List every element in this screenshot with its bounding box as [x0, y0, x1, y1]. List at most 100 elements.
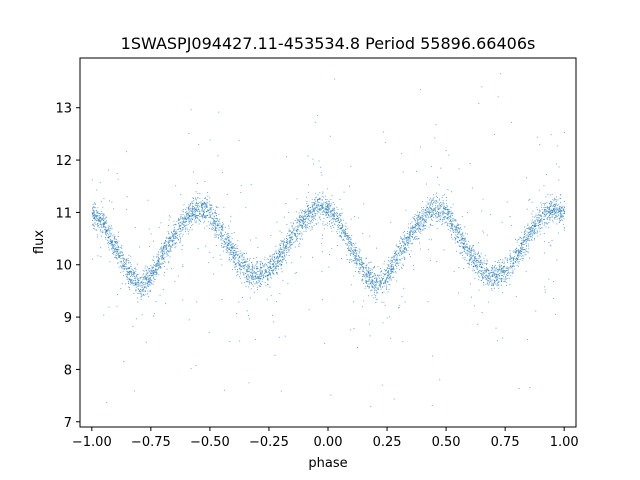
data-point: [220, 235, 222, 236]
data-point: [275, 251, 277, 253]
data-point: [427, 209, 429, 211]
data-point: [430, 224, 431, 226]
data-point: [523, 240, 525, 241]
data-point: [399, 259, 401, 261]
data-point: [166, 268, 168, 270]
data-point: [245, 262, 247, 263]
data-point: [417, 220, 419, 222]
data-point: [373, 287, 375, 289]
data-point: [514, 252, 516, 253]
data-point: [346, 233, 348, 234]
data-point: [192, 223, 194, 225]
data-point: [216, 231, 217, 233]
data-point: [326, 208, 328, 210]
data-point: [293, 228, 295, 230]
data-point: [509, 250, 511, 252]
data-point: [147, 283, 148, 284]
data-point: [304, 215, 305, 217]
data-point: [229, 252, 231, 254]
data-point: [500, 270, 502, 272]
data-point: [558, 208, 560, 210]
data-point: [418, 229, 420, 231]
data-point: [268, 258, 270, 260]
data-point: [521, 248, 523, 249]
data-point: [292, 222, 294, 224]
data-point: [261, 266, 263, 268]
data-point: [184, 225, 185, 227]
data-point: [196, 209, 198, 211]
data-point: [374, 286, 376, 287]
data-point: [356, 250, 358, 252]
data-point: [519, 236, 521, 238]
data-point: [258, 274, 260, 276]
data-point: [332, 226, 334, 228]
data-point: [396, 250, 398, 251]
data-point: [325, 204, 327, 206]
data-point: [323, 207, 325, 209]
data-point: [561, 220, 563, 221]
data-point: [458, 236, 460, 238]
data-point: [370, 284, 372, 286]
data-point: [459, 242, 461, 244]
data-point: [409, 230, 411, 232]
data-point: [350, 237, 352, 239]
data-point: [291, 235, 293, 237]
data-point: [466, 250, 468, 252]
data-point: [168, 242, 170, 243]
data-point: [490, 284, 492, 286]
data-point: [162, 248, 164, 250]
data-point: [394, 255, 396, 256]
data-point: [312, 216, 314, 218]
data-point: [200, 210, 202, 212]
data-point: [244, 258, 246, 260]
data-point: [161, 249, 163, 251]
data-point: [376, 274, 378, 276]
data-point: [421, 217, 423, 218]
data-point: [103, 224, 105, 226]
data-point: [299, 221, 301, 223]
data-point: [339, 221, 341, 222]
data-point: [488, 283, 490, 285]
data-point: [280, 251, 282, 253]
data-point: [131, 282, 133, 284]
data-point: [132, 270, 134, 272]
data-point: [473, 248, 475, 250]
data-point: [356, 264, 358, 266]
data-point: [164, 241, 166, 243]
data-point: [290, 241, 292, 243]
data-point: [516, 257, 518, 259]
data-point: [179, 241, 181, 243]
data-point: [368, 286, 369, 288]
data-point: [426, 207, 428, 209]
data-point: [484, 276, 486, 277]
data-point: [427, 211, 428, 213]
data-point: [387, 268, 389, 270]
data-point: [322, 192, 324, 194]
data-point: [557, 214, 559, 216]
data-point: [337, 215, 338, 217]
data-point: [231, 259, 232, 261]
data-point: [395, 251, 397, 253]
data-point: [332, 218, 334, 220]
data-point: [349, 260, 351, 262]
data-point: [369, 280, 371, 282]
data-point: [282, 258, 284, 260]
data-point: [283, 252, 285, 254]
data-point: [362, 271, 364, 272]
data-point: [229, 260, 231, 262]
data-point: [560, 207, 562, 209]
data-point: [279, 256, 280, 258]
data-point: [347, 248, 348, 249]
data-point: [328, 200, 330, 202]
data-point: [187, 213, 189, 215]
data-point: [262, 274, 264, 276]
data-point: [525, 248, 527, 250]
data-point: [446, 213, 448, 215]
data-point: [550, 204, 551, 206]
data-point: [518, 252, 520, 254]
data-point: [443, 203, 445, 205]
data-point: [232, 247, 234, 249]
data-point: [370, 273, 372, 275]
data-point: [228, 241, 230, 243]
data-point: [204, 205, 206, 207]
